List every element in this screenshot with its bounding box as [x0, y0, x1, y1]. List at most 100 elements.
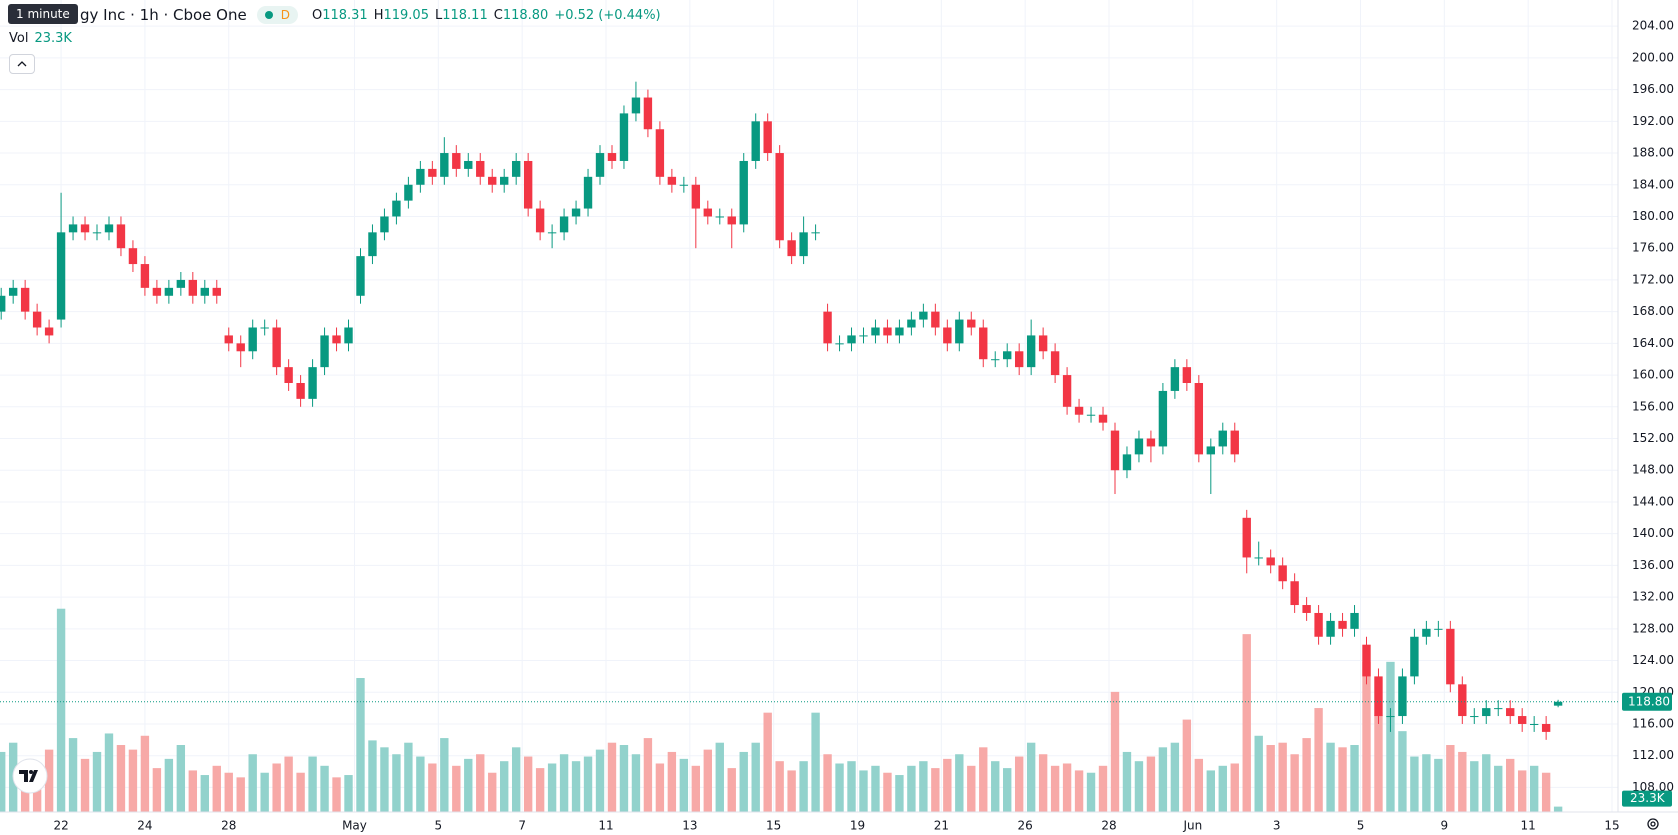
volume-bar [320, 765, 329, 812]
ohlc-value: 119.05 [383, 7, 429, 23]
candle-body [128, 248, 138, 265]
candle-body [1038, 335, 1048, 352]
x-tick-label: 11 [598, 819, 613, 833]
symbol-title[interactable]: gy Inc · 1h · Cboe One [80, 6, 247, 24]
volume-bar [1541, 772, 1551, 812]
volume-bar [404, 742, 413, 812]
volume-bar [1434, 758, 1443, 812]
volume-bar [224, 772, 233, 812]
volume-bar [607, 742, 617, 812]
collapse-button[interactable] [9, 54, 35, 74]
y-tick-label: 124.00 [1632, 653, 1674, 667]
volume-bar [1146, 756, 1156, 812]
volume-bar [56, 608, 66, 812]
candle-body [1110, 430, 1120, 471]
volume-bar [799, 761, 808, 812]
status-badge[interactable]: D [256, 6, 298, 24]
volume-bar [859, 770, 868, 812]
volume-bar [511, 747, 521, 812]
volume-bar [176, 745, 186, 812]
volume-bar [188, 770, 198, 812]
volume-bar [296, 772, 305, 812]
y-tick-label: 136.00 [1632, 558, 1674, 572]
candle-body [1206, 446, 1215, 455]
candle-body [380, 216, 389, 233]
volume-bar [679, 758, 689, 812]
volume-bar [1386, 661, 1395, 812]
x-tick-label: Jun [1182, 819, 1202, 833]
candle-body [967, 319, 976, 328]
volume-bar [751, 742, 760, 812]
volume-bar [631, 754, 641, 812]
volume-bar [1242, 634, 1251, 812]
volume-bar [943, 758, 952, 812]
y-tick-label: 160.00 [1632, 368, 1674, 382]
candle-body [607, 153, 617, 161]
volume-bar [1134, 761, 1144, 812]
candle-body [583, 176, 593, 209]
volume-bar [1494, 765, 1503, 812]
candle-body [859, 335, 868, 337]
last-price-label: 118.80 [1628, 694, 1670, 708]
x-tick-label: 15 [766, 819, 781, 833]
candle-body [1242, 517, 1251, 558]
candle-body [344, 327, 353, 344]
volume-bar [1062, 763, 1072, 812]
volume-bar [104, 733, 114, 812]
volume-bar [703, 749, 712, 812]
candle-body [1398, 676, 1407, 717]
candle-body [1553, 701, 1563, 706]
volume-bar [1122, 751, 1132, 812]
candle-body [20, 287, 30, 312]
volume-bar [368, 740, 377, 812]
volume-bar [416, 756, 425, 812]
volume-bar [212, 765, 221, 812]
candle-body [511, 160, 521, 177]
candle-body [943, 327, 952, 344]
candle-body [152, 287, 162, 296]
volume-bar [871, 765, 880, 812]
volume-bar [260, 772, 269, 812]
volume-bar [1050, 765, 1060, 812]
candle-body [559, 216, 569, 233]
volume-bar [476, 754, 485, 812]
x-tick-label: 11 [1521, 819, 1536, 833]
candle-body [188, 279, 198, 296]
volume-bar [1218, 765, 1227, 812]
candle-body [1506, 708, 1515, 717]
volume-bar [1302, 738, 1311, 812]
volume-bar [0, 751, 6, 812]
candle-body [655, 129, 665, 177]
candle-body [751, 121, 760, 161]
volume-bar [140, 735, 150, 812]
volume-bar [392, 754, 401, 812]
candle-body [1062, 375, 1072, 407]
volume-bar [1098, 765, 1108, 812]
candle-body [523, 160, 533, 209]
tv-logo[interactable] [12, 758, 48, 794]
volume-bar [823, 754, 832, 812]
volume-bar [523, 756, 533, 812]
candle-body [1170, 367, 1180, 391]
candle-body [547, 232, 557, 234]
x-tick-label: 28 [1101, 819, 1116, 833]
ohlc-value: 118.80 [502, 7, 549, 23]
volume-bar [380, 747, 389, 812]
volume-bar [1470, 761, 1479, 812]
volume-bar [1158, 747, 1168, 812]
candle-body [416, 168, 425, 185]
volume-bar [428, 763, 437, 812]
settings-icon[interactable] [1647, 818, 1659, 830]
volume-bar [128, 749, 138, 812]
candle-body [68, 224, 78, 233]
candle-body [1218, 430, 1227, 447]
volume-bar [979, 747, 988, 812]
volume-bar [811, 712, 820, 812]
candle-body [236, 343, 245, 352]
candle-body [631, 97, 641, 114]
candle-body [991, 359, 1000, 361]
candle-body [44, 327, 54, 336]
candle-body [224, 335, 233, 344]
volume-bar [1110, 691, 1120, 812]
volume-bar [1194, 758, 1204, 812]
